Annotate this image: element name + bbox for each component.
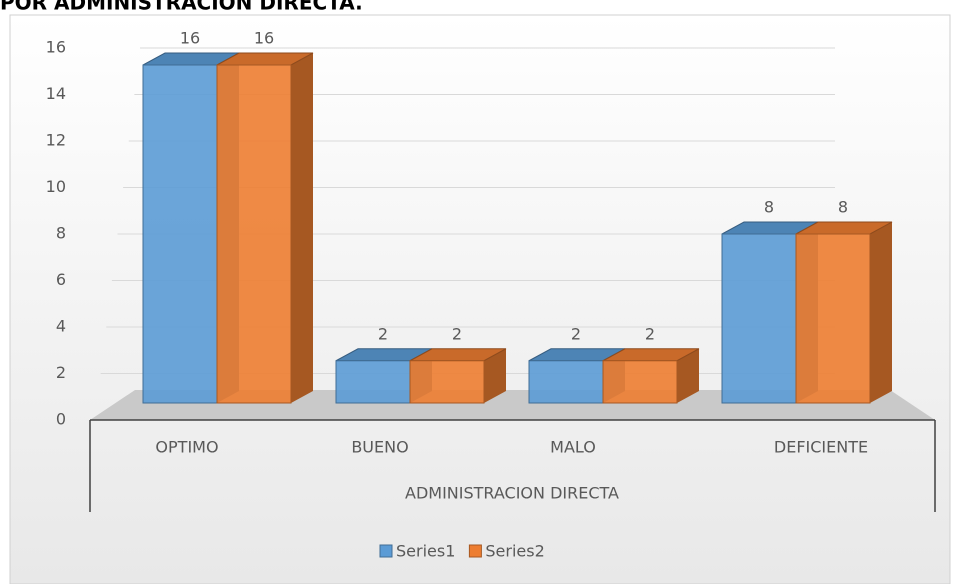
- legend-label: Series2: [485, 542, 544, 561]
- data-label: 16: [254, 29, 274, 48]
- data-label: 8: [838, 198, 848, 217]
- bar: [602, 348, 700, 404]
- y-tick-label: 4: [56, 317, 66, 336]
- x-tick-label: MALO: [550, 438, 596, 457]
- y-tick-label: 12: [46, 131, 66, 150]
- y-tick-label: 0: [56, 410, 66, 429]
- bar: [216, 52, 314, 404]
- bar: [795, 221, 893, 404]
- data-label: 16: [180, 29, 200, 48]
- bar: [409, 348, 507, 404]
- y-tick-label: 6: [56, 270, 66, 289]
- x-tick-label: OPTIMO: [155, 438, 218, 457]
- x-tick-label: DEFICIENTE: [774, 438, 868, 457]
- y-tick-label: 14: [46, 84, 66, 103]
- data-label: 2: [378, 324, 388, 343]
- data-label: 8: [764, 198, 774, 217]
- category-axis: [89, 419, 936, 512]
- y-tick-label: 8: [56, 224, 66, 243]
- legend-swatch: [379, 544, 393, 558]
- y-tick-label: 2: [56, 363, 66, 382]
- data-label: 2: [452, 324, 462, 343]
- data-label: 2: [645, 324, 655, 343]
- chart-title: POR ADMINISTRACION DIRECTA.: [0, 0, 363, 15]
- legend-label: Series1: [396, 542, 455, 561]
- x-tick-label: BUENO: [351, 438, 408, 457]
- y-tick-label: 16: [46, 38, 66, 57]
- data-label: 2: [571, 324, 581, 343]
- group-label: ADMINISTRACION DIRECTA: [405, 484, 619, 503]
- legend-swatch: [468, 544, 482, 558]
- y-tick-label: 10: [46, 177, 66, 196]
